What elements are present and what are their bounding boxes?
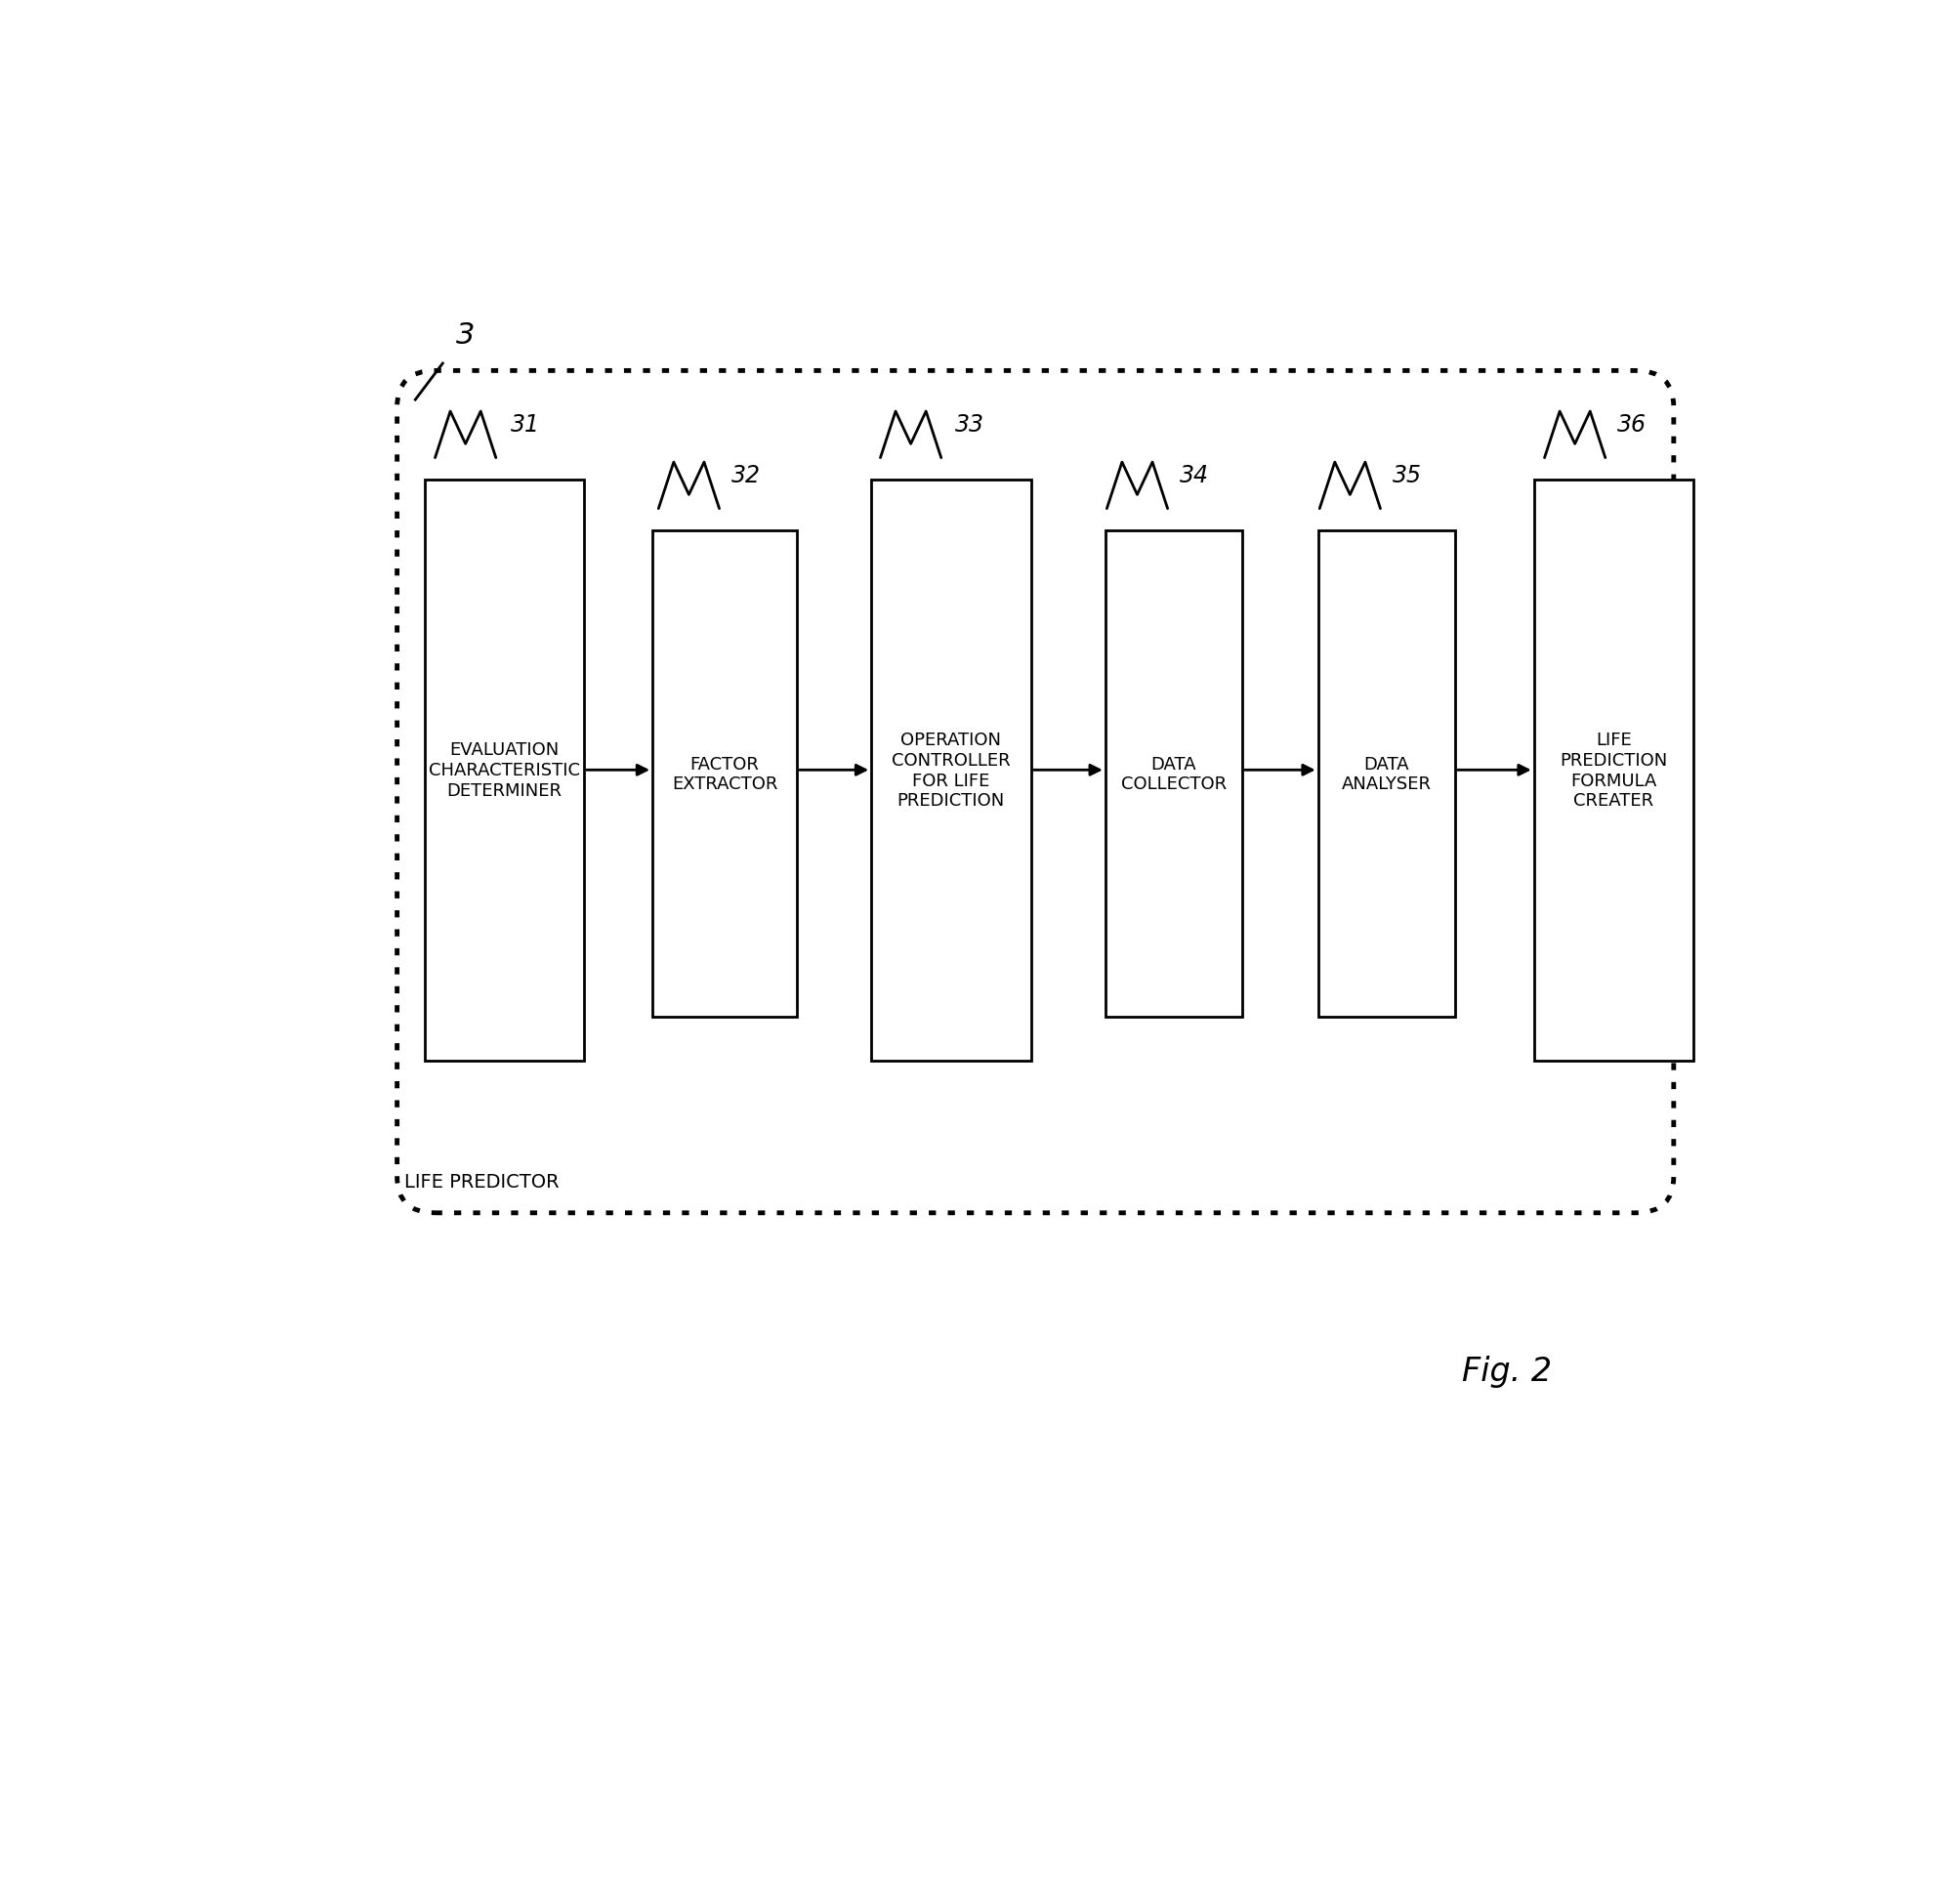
Bar [1105,532,1241,1018]
Bar [423,481,584,1061]
Text: OPERATION
CONTROLLER
FOR LIFE
PREDICTION: OPERATION CONTROLLER FOR LIFE PREDICTION [892,731,1009,811]
Text: LIFE
PREDICTION
FORMULA
CREATER: LIFE PREDICTION FORMULA CREATER [1558,731,1666,811]
Text: DATA
COLLECTOR: DATA COLLECTOR [1121,756,1225,794]
Text: LIFE PREDICTOR: LIFE PREDICTOR [404,1172,559,1191]
Text: 32: 32 [731,464,760,488]
Text: 36: 36 [1617,413,1646,437]
Text: 34: 34 [1180,464,1209,488]
Text: 3: 3 [457,320,474,349]
Text: DATA
ANALYSER: DATA ANALYSER [1341,756,1431,794]
Text: 33: 33 [955,413,984,437]
Text: Fig. 2: Fig. 2 [1460,1355,1550,1387]
Text: 31: 31 [512,413,541,437]
Text: FACTOR
EXTRACTOR: FACTOR EXTRACTOR [672,756,776,794]
Bar [1317,532,1454,1018]
Bar [653,532,796,1018]
Text: 35: 35 [1392,464,1421,488]
Bar [1533,481,1693,1061]
Text: EVALUATION
CHARACTERISTIC
DETERMINER: EVALUATION CHARACTERISTIC DETERMINER [429,741,580,799]
Bar [870,481,1031,1061]
